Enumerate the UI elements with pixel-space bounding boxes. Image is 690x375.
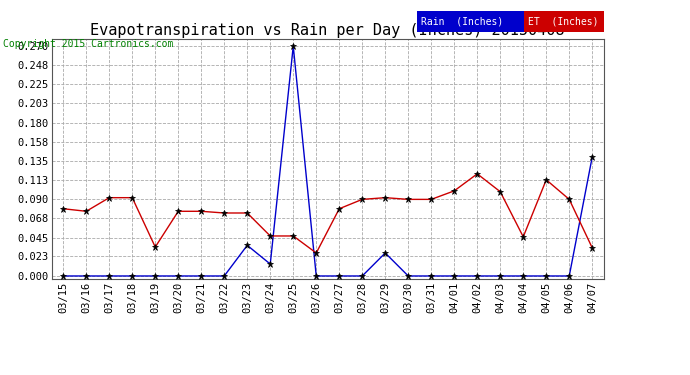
Text: Copyright 2015 Cartronics.com: Copyright 2015 Cartronics.com [3,39,174,50]
Title: Evapotranspiration vs Rain per Day (Inches) 20150408: Evapotranspiration vs Rain per Day (Inch… [90,23,565,38]
Text: ET  (Inches): ET (Inches) [528,16,598,27]
Text: Rain  (Inches): Rain (Inches) [421,16,503,27]
